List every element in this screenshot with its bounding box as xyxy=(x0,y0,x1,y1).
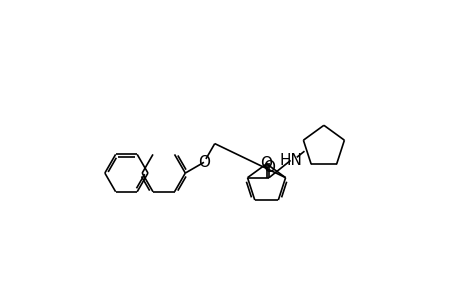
Text: O: O xyxy=(263,160,274,175)
Text: HN: HN xyxy=(279,153,302,168)
Text: O: O xyxy=(197,155,209,170)
Text: O: O xyxy=(260,156,272,171)
